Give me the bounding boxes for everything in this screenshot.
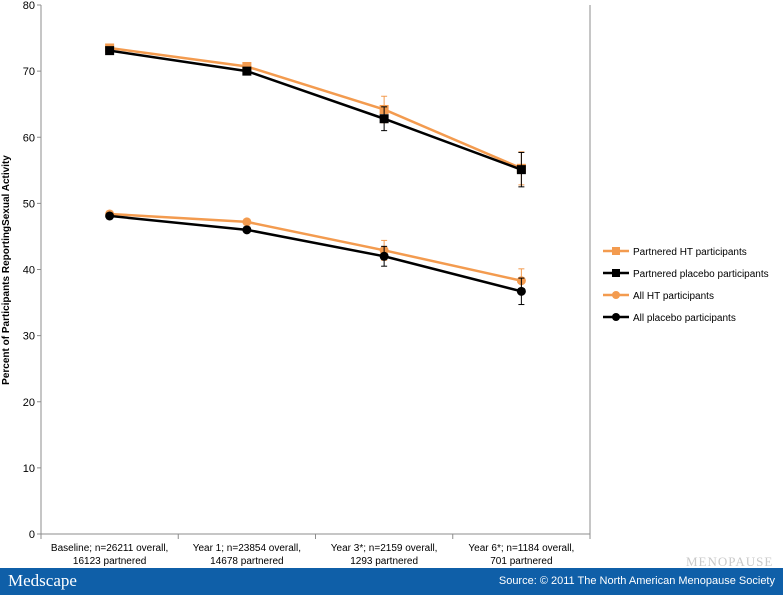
y-axis-title: Percent of Participants ReportingSexual … [1,155,12,385]
y-tick-label: 30 [23,331,35,343]
x-tick-label-line: Year 1; n=23854 overall, [193,543,301,554]
x-tick-label-line: Year 6*; n=1184 overall, [468,543,574,554]
data-point [105,46,115,56]
y-tick-label: 20 [23,397,35,409]
legend-label: All HT participants [633,291,714,302]
legend-label: Partnered HT participants [633,247,747,258]
legend-label: All placebo participants [633,313,736,324]
series [105,211,526,306]
x-tick-label-line: Year 3*; n=2159 overall, [331,543,438,554]
y-tick-label: 40 [23,265,35,277]
series-line [109,46,522,170]
legend-marker [612,269,620,277]
data-point [242,66,252,76]
series-line [109,49,522,171]
y-tick-label: 0 [29,529,35,541]
x-tick-label-line: 16123 partnered [73,556,146,567]
x-tick-label-line: 14678 partnered [210,556,283,567]
x-tick-label: Year 3*; n=2159 overall, 1293 partnered [331,543,438,567]
series-line [109,212,522,282]
data-point [379,251,389,261]
legend-marker [612,313,620,321]
legend-item: All placebo participants [603,313,736,324]
x-axis-ticks: Baseline; n=26211 overall, 16123 partnere… [40,534,591,567]
legend: Partnered HT participants Partnered place… [603,247,769,324]
y-tick-label: 10 [23,463,35,475]
series [105,46,526,188]
legend-label: Partnered placebo participants [633,269,769,280]
data-point [379,114,389,124]
y-tick-label: 80 [23,0,35,12]
x-tick-label: Baseline; n=26211 overall, 16123 partnere… [51,543,168,567]
data-point [242,225,252,235]
series-line [109,214,522,293]
legend-marker [612,247,620,255]
data-point [516,286,526,296]
x-tick-label-line: 701 partnered [490,556,552,567]
medscape-logo: Medscape [8,571,77,590]
y-tick-label: 60 [23,132,35,144]
source-credit: Source: © 2011 The North American Menopa… [498,575,775,587]
x-tick-label: Year 6*; n=1184 overall, 701 partnered [468,543,574,567]
x-tick-label-line: 1293 partnered [350,556,418,567]
data-point [242,217,252,227]
legend-item: Partnered placebo participants [603,269,769,280]
y-tick-label: 50 [23,198,35,210]
data-point [516,165,526,175]
legend-item: Partnered HT participants [603,247,747,258]
data-point [105,211,115,221]
y-axis-ticks: 0 10 20 30 40 50 60 70 80 [23,0,41,541]
line-chart: 0 10 20 30 40 50 60 70 80 Baseline; n=26211 over… [1,0,769,567]
legend-item: All HT participants [603,291,714,302]
x-tick-label-line: Baseline; n=26211 overall, [51,543,168,554]
series-layer [105,43,526,306]
y-tick-label: 70 [23,66,35,78]
legend-marker [612,291,620,299]
data-point [242,61,252,71]
menopause-watermark: MENOPAUSE [686,554,774,569]
series [105,43,526,186]
footer-bar: Medscape Source: © 2011 The North Americ… [0,568,783,595]
x-tick-label: Year 1; n=23854 overall, 14678 partnered [193,543,301,567]
